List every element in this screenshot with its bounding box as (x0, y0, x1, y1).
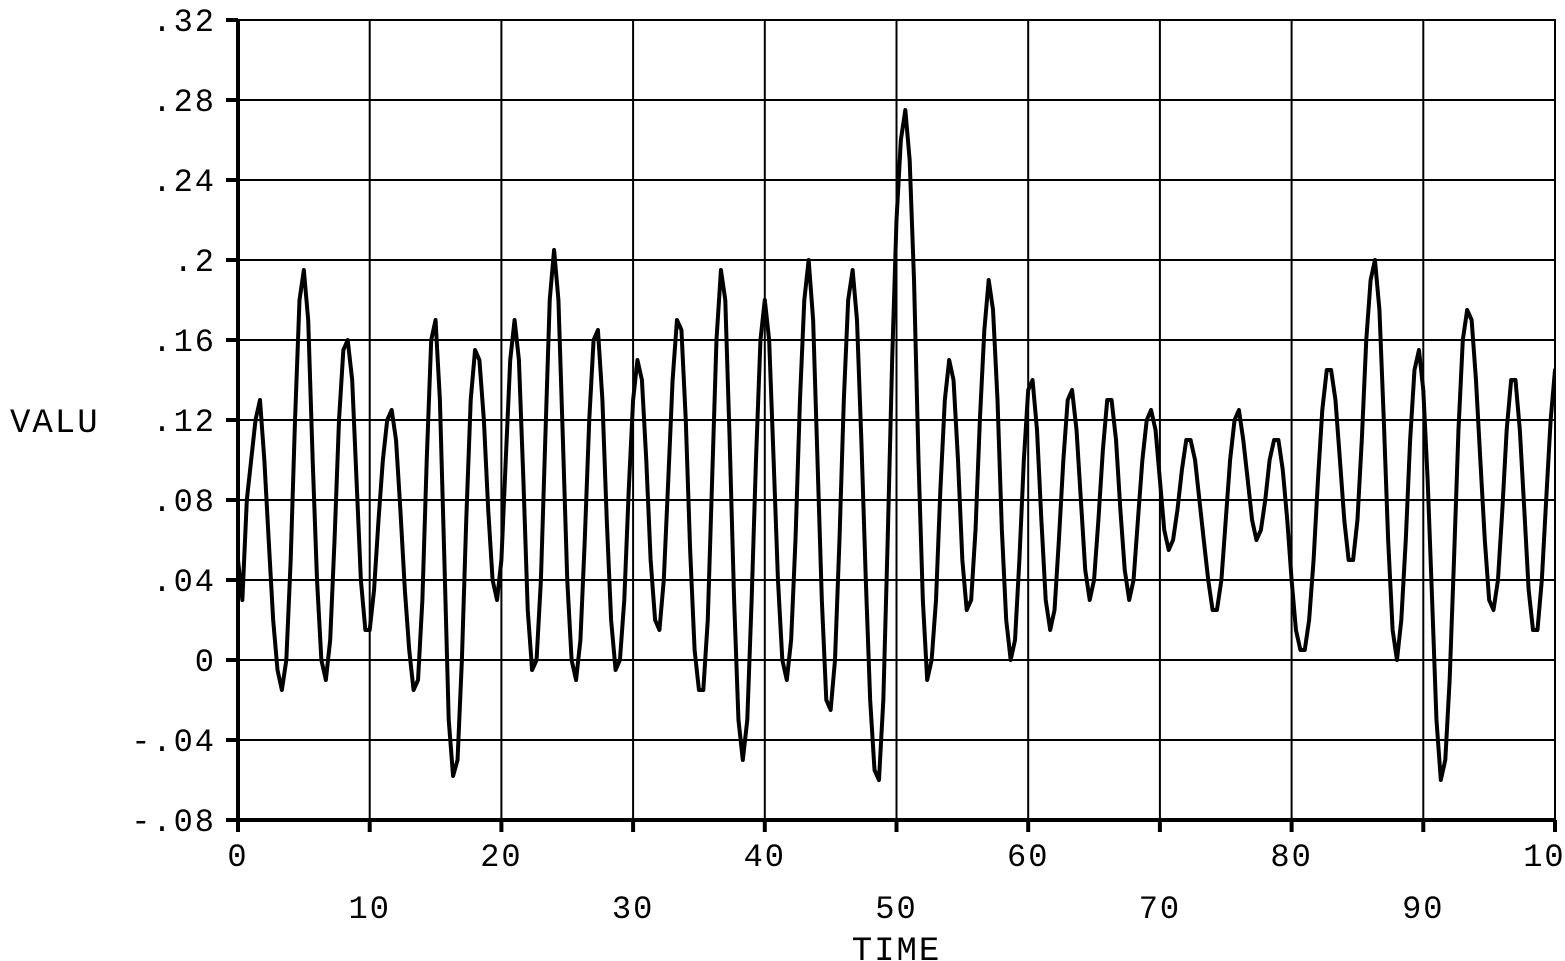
y-tick-label: .16 (152, 324, 216, 361)
x-tick-label: 90 (1402, 891, 1444, 928)
y-tick-label: -.08 (131, 804, 216, 841)
x-tick-label: 0 (227, 839, 248, 876)
x-tick-label: 20 (480, 839, 522, 876)
y-axis-label: VALU (10, 405, 100, 443)
x-tick-label: 40 (744, 839, 786, 876)
x-tick-label: 50 (875, 891, 917, 928)
y-tick-label: 0 (195, 644, 216, 681)
y-tick-label: .24 (152, 164, 216, 201)
y-tick-label: .12 (152, 404, 216, 441)
y-tick-label: -.04 (131, 724, 216, 761)
x-tick-label: 60 (1007, 839, 1049, 876)
y-tick-label: .08 (152, 484, 216, 521)
y-tick-label: .04 (152, 564, 216, 601)
x-tick-label: 80 (1270, 839, 1312, 876)
chart-background (0, 0, 1565, 961)
chart-svg: -.08 -.04 0 .04 .08 .12 .16 .2 .24 .28 .32 0 20 40 60 8… (0, 0, 1565, 961)
line-chart: -.08 -.04 0 .04 .08 .12 .16 .2 .24 .28 .32 0 20 40 60 8… (0, 0, 1565, 961)
y-tick-label: .2 (174, 244, 216, 281)
x-tick-label: 100 (1523, 839, 1565, 876)
y-tick-label: .32 (152, 4, 216, 41)
x-tick-label: 30 (612, 891, 654, 928)
x-tick-label: 70 (1139, 891, 1181, 928)
x-axis-label: TIME (852, 933, 942, 961)
x-tick-label: 10 (348, 891, 390, 928)
y-tick-label: .28 (152, 84, 216, 121)
